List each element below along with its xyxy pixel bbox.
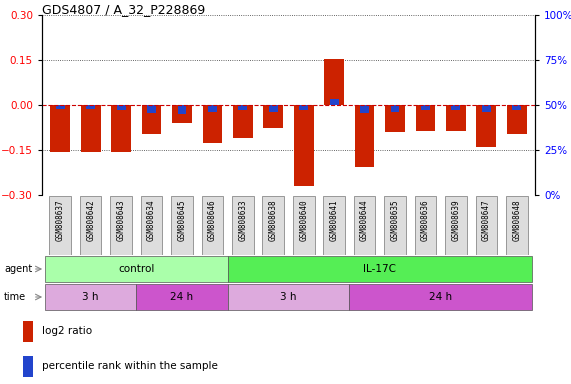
Bar <box>208 105 217 112</box>
Bar <box>147 105 156 113</box>
Bar <box>86 105 95 109</box>
Text: percentile rank within the sample: percentile rank within the sample <box>42 361 218 371</box>
FancyBboxPatch shape <box>506 196 528 255</box>
Bar <box>416 105 435 131</box>
Bar <box>136 285 228 310</box>
Bar <box>178 105 187 114</box>
Bar <box>45 285 136 310</box>
Bar <box>142 105 162 134</box>
Text: time: time <box>4 292 26 302</box>
Text: GSM808639: GSM808639 <box>452 200 460 242</box>
Text: GSM808636: GSM808636 <box>421 200 430 242</box>
Text: GSM808648: GSM808648 <box>512 200 521 242</box>
Bar <box>263 105 283 127</box>
FancyBboxPatch shape <box>415 196 436 255</box>
FancyBboxPatch shape <box>80 196 102 255</box>
Bar <box>228 257 532 281</box>
Text: GSM808644: GSM808644 <box>360 200 369 242</box>
FancyBboxPatch shape <box>50 196 71 255</box>
Bar <box>446 105 466 131</box>
Bar <box>421 105 430 111</box>
Text: GSM808641: GSM808641 <box>329 200 339 242</box>
FancyBboxPatch shape <box>232 196 254 255</box>
Text: GSM808633: GSM808633 <box>238 200 247 242</box>
Bar <box>172 105 192 123</box>
Bar <box>56 105 65 109</box>
Bar <box>452 105 460 111</box>
Bar <box>329 99 339 105</box>
Bar <box>23 321 33 342</box>
FancyBboxPatch shape <box>263 196 284 255</box>
Bar <box>233 105 253 138</box>
Text: agent: agent <box>4 264 32 274</box>
Bar <box>360 105 369 113</box>
Text: 3 h: 3 h <box>82 292 99 302</box>
Text: GSM808634: GSM808634 <box>147 200 156 242</box>
FancyBboxPatch shape <box>384 196 406 255</box>
Bar <box>269 105 278 112</box>
Bar <box>349 285 532 310</box>
Bar <box>228 285 349 310</box>
FancyBboxPatch shape <box>323 196 345 255</box>
Bar <box>45 257 228 281</box>
Text: GDS4807 / A_32_P228869: GDS4807 / A_32_P228869 <box>42 3 205 16</box>
Text: GSM808643: GSM808643 <box>116 200 126 242</box>
Text: GSM808638: GSM808638 <box>269 200 278 242</box>
Text: GSM808647: GSM808647 <box>482 200 491 242</box>
Bar <box>203 105 222 142</box>
Text: GSM808642: GSM808642 <box>86 200 95 242</box>
FancyBboxPatch shape <box>202 196 223 255</box>
Bar <box>507 105 526 134</box>
Bar <box>239 105 247 110</box>
Text: GSM808637: GSM808637 <box>56 200 65 242</box>
FancyBboxPatch shape <box>476 196 497 255</box>
Text: control: control <box>118 264 155 274</box>
Bar <box>385 105 405 132</box>
Bar <box>294 105 313 186</box>
Text: log2 ratio: log2 ratio <box>42 326 92 336</box>
FancyBboxPatch shape <box>141 196 162 255</box>
Bar <box>482 105 490 112</box>
Bar <box>111 105 131 152</box>
FancyBboxPatch shape <box>171 196 193 255</box>
Text: 24 h: 24 h <box>429 292 452 302</box>
Bar <box>476 105 496 147</box>
FancyBboxPatch shape <box>445 196 467 255</box>
Bar <box>299 105 308 111</box>
Text: GSM808635: GSM808635 <box>391 200 400 242</box>
Bar <box>324 58 344 105</box>
Bar <box>355 105 375 167</box>
FancyBboxPatch shape <box>110 196 132 255</box>
FancyBboxPatch shape <box>354 196 375 255</box>
Text: 24 h: 24 h <box>170 292 194 302</box>
Bar <box>23 356 33 377</box>
FancyBboxPatch shape <box>293 196 315 255</box>
Bar <box>116 105 126 111</box>
Bar <box>512 105 521 111</box>
Bar <box>81 105 100 152</box>
Bar <box>50 105 70 152</box>
Text: 3 h: 3 h <box>280 292 297 302</box>
Text: GSM808640: GSM808640 <box>299 200 308 242</box>
Text: GSM808645: GSM808645 <box>178 200 187 242</box>
Text: GSM808646: GSM808646 <box>208 200 217 242</box>
Text: IL-17C: IL-17C <box>363 264 396 274</box>
Bar <box>391 105 400 112</box>
